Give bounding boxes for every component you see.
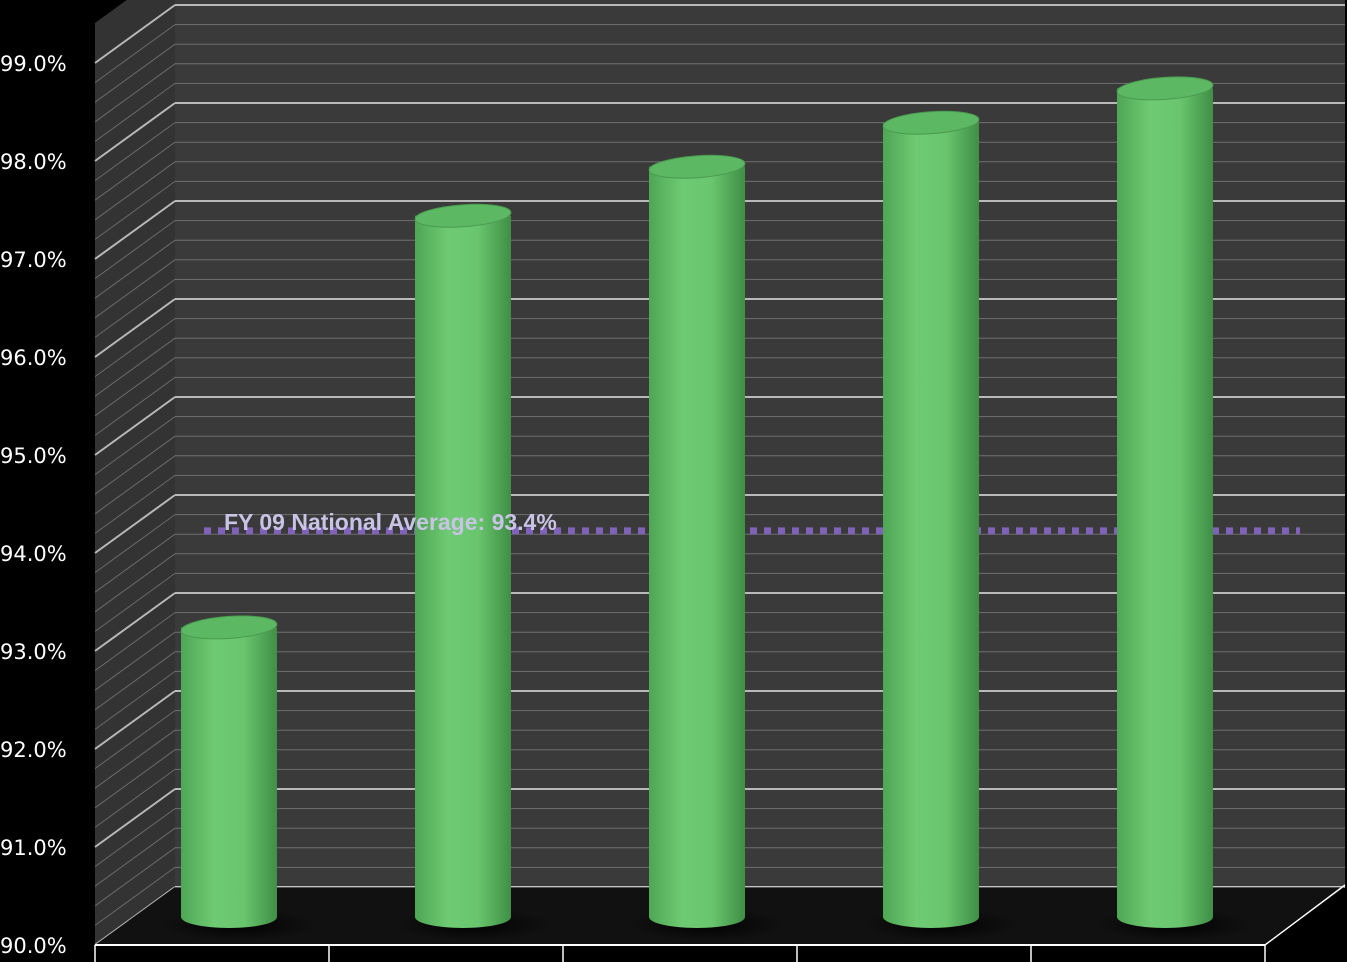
bar-top xyxy=(1116,76,1214,101)
y-tick-label: 90.0% xyxy=(0,934,67,958)
minor-gridline-side xyxy=(94,220,176,280)
minor-gridline-side xyxy=(94,514,176,574)
bar-body xyxy=(649,166,745,929)
minor-gridline-side xyxy=(94,63,176,123)
minor-gridline-side xyxy=(94,749,176,809)
minor-gridline-side xyxy=(94,43,176,103)
floor-right-edge xyxy=(1264,884,1346,946)
minor-gridline-side xyxy=(94,435,176,495)
minor-gridline-side xyxy=(94,455,176,515)
bar xyxy=(161,615,317,941)
minor-gridline-side xyxy=(94,651,176,711)
y-axis-ticks: 90.0% 91.0% 92.0% 93.0% 94.0% 95.0% 96.0% 97.0%… xyxy=(0,52,67,958)
minor-gridline-side xyxy=(94,180,176,240)
minor-gridline-side xyxy=(94,122,176,182)
minor-gridline-side xyxy=(94,337,176,397)
minor-gridline-side xyxy=(94,847,176,907)
bar-body xyxy=(883,122,979,928)
minor-gridline-side xyxy=(94,866,176,926)
minor-gridline-side xyxy=(94,318,176,378)
y-tick-label: 91.0% xyxy=(0,836,67,860)
bar-body xyxy=(415,215,511,929)
x-axis xyxy=(94,884,1346,962)
y-tick-label: 97.0% xyxy=(0,248,67,272)
minor-gridline-side xyxy=(94,631,176,691)
reference-line-label: FY 09 National Average: 93.4% xyxy=(224,509,557,535)
y-tick-label: 99.0% xyxy=(0,52,67,76)
minor-gridline-side xyxy=(94,729,176,789)
minor-gridline-side xyxy=(94,474,176,534)
major-gridline-side xyxy=(94,396,176,456)
bar xyxy=(863,110,1019,941)
minor-gridline-side xyxy=(94,161,176,221)
minor-gridline-side xyxy=(94,670,176,730)
minor-gridline-side xyxy=(94,416,176,476)
major-gridline-side xyxy=(94,102,176,162)
y-tick-label: 95.0% xyxy=(0,444,67,468)
major-gridline-side xyxy=(94,200,176,260)
bar xyxy=(1097,76,1253,941)
y-tick-label: 96.0% xyxy=(0,346,67,370)
major-gridline-side xyxy=(94,592,176,652)
major-gridline-side xyxy=(94,690,176,750)
minor-gridline-side xyxy=(94,808,176,868)
minor-gridline-side xyxy=(94,24,176,84)
bar xyxy=(395,203,551,941)
minor-gridline-side xyxy=(94,533,176,593)
minor-gridline-side xyxy=(94,710,176,770)
major-gridline-side xyxy=(94,298,176,358)
major-gridline-side xyxy=(94,4,176,64)
minor-gridline-side xyxy=(94,141,176,201)
bars-group xyxy=(161,76,1253,941)
minor-gridline-side xyxy=(94,612,176,672)
minor-gridline-side xyxy=(94,259,176,319)
y-tick-label: 98.0% xyxy=(0,150,67,174)
major-gridline-side xyxy=(94,494,176,554)
bar-body xyxy=(181,627,277,928)
major-gridline-side xyxy=(94,788,176,848)
side-wall xyxy=(95,0,175,945)
bar xyxy=(629,154,785,941)
minor-gridline-side xyxy=(94,82,176,142)
minor-gridline-side xyxy=(94,572,176,632)
minor-gridline-side xyxy=(94,827,176,887)
y-tick-label: 92.0% xyxy=(0,738,67,762)
minor-gridline-side xyxy=(94,376,176,436)
minor-gridline-side xyxy=(94,278,176,338)
bar-top xyxy=(648,154,746,179)
bar-body xyxy=(1117,88,1213,928)
minor-gridline-side xyxy=(94,553,176,613)
bar-top xyxy=(414,203,512,228)
y-tick-label: 93.0% xyxy=(0,640,67,664)
minor-gridline-side xyxy=(94,357,176,417)
y-tick-label: 94.0% xyxy=(0,542,67,566)
bar-top xyxy=(882,110,980,135)
minor-gridline-side xyxy=(94,239,176,299)
bar-top xyxy=(180,615,278,640)
minor-gridline-side xyxy=(94,768,176,828)
